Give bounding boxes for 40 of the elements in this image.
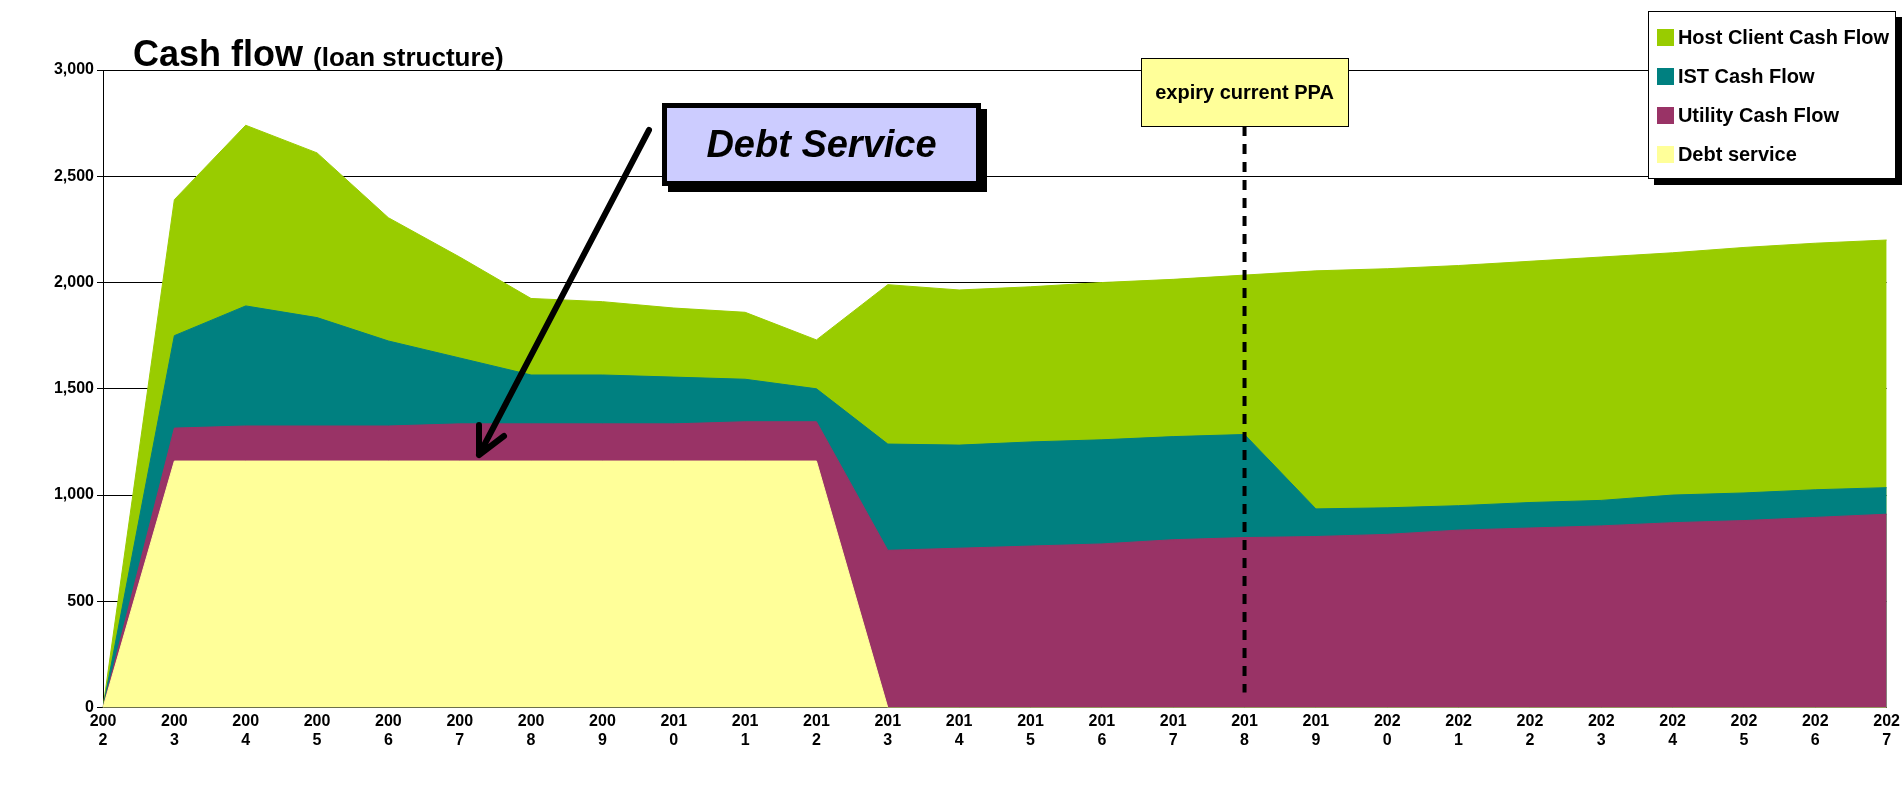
x-tick-label: 2012 [803, 711, 830, 748]
annotation: Debt Service [662, 103, 981, 186]
y-tick-label: 3,000 [53, 60, 95, 78]
x-tick-label: 2014 [945, 711, 973, 748]
y-tick-label: 1,000 [53, 485, 95, 503]
x-tick-label: 2022 [1516, 711, 1544, 748]
x-tick-label: 2013 [874, 711, 902, 748]
legend-label: IST Cash Flow [1677, 65, 1815, 88]
chart-title: Cash flow [133, 33, 305, 74]
x-tick-label: 2007 [446, 711, 474, 748]
x-tick-label: 2003 [160, 711, 188, 748]
x-tick-label: 2004 [232, 711, 260, 748]
x-tick-label: 2020 [1373, 711, 1401, 748]
x-tick-label: 2011 [731, 711, 759, 748]
x-tick-label: 2015 [1017, 711, 1044, 748]
x-tick-label: 2024 [1659, 711, 1687, 748]
y-tick-label: 2,500 [53, 166, 95, 184]
x-tick-label: 2025 [1730, 711, 1758, 748]
ref-line-label: expiry current PPA [1140, 58, 1349, 127]
y-tick-label: 500 [67, 591, 95, 609]
legend-label: Debt service [1677, 143, 1797, 166]
x-tick-label: 2023 [1587, 711, 1615, 748]
x-tick-label: 2006 [375, 711, 402, 748]
chart-subtitle: (loan structure) [313, 42, 504, 72]
legend-label: Utility Cash Flow [1677, 104, 1839, 127]
x-tick-label: 2019 [1302, 711, 1330, 748]
x-tick-label: 2009 [589, 711, 616, 748]
x-tick-label: 2018 [1231, 711, 1258, 748]
x-tick-label: 2010 [660, 711, 688, 748]
x-tick-label: 2016 [1088, 711, 1116, 748]
x-tick-label: 2027 [1873, 711, 1901, 748]
x-tick-label: 2021 [1445, 711, 1473, 748]
x-tick-label: 2002 [89, 711, 117, 748]
y-tick-label: 2,000 [53, 272, 95, 290]
legend-label: Host Client Cash Flow [1677, 26, 1889, 49]
y-tick-label: 1,500 [53, 379, 95, 397]
x-tick-label: 2017 [1159, 711, 1187, 748]
x-tick-label: 2005 [303, 711, 331, 748]
x-tick-label: 2026 [1801, 711, 1829, 748]
x-tick-label: 2008 [517, 711, 545, 748]
